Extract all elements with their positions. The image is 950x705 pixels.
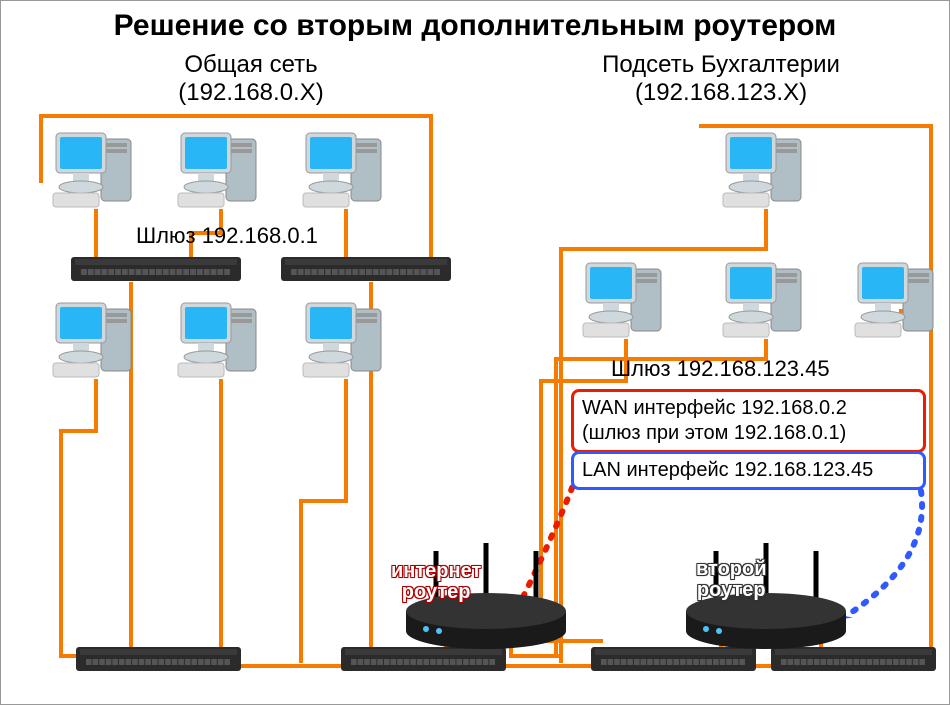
pc-left-3 bbox=[51, 301, 141, 386]
switch-top-0 bbox=[71, 251, 241, 285]
pc-left-2 bbox=[301, 131, 391, 216]
router2-l2: роутер bbox=[697, 579, 766, 601]
right-header-line2: (192.168.123.X) bbox=[635, 79, 807, 106]
router2-l1: второй bbox=[696, 558, 767, 580]
left-header-line2: (192.168.0.X) bbox=[178, 79, 323, 106]
router2-label: второй роутер bbox=[696, 559, 767, 601]
left-network-header: Общая сеть (192.168.0.X) bbox=[71, 51, 431, 106]
wan-info-box: WAN интерфейс 192.168.0.2 (шлюз при этом… bbox=[571, 389, 926, 453]
pc-left-5 bbox=[301, 301, 391, 386]
pc-right-0 bbox=[721, 131, 811, 216]
pc-left-1 bbox=[176, 131, 266, 216]
pc-right-1 bbox=[581, 261, 671, 346]
wan-line2: (шлюз при этом 192.168.0.1) bbox=[582, 421, 915, 446]
router1-l1: интернет bbox=[391, 560, 481, 582]
pc-right-3 bbox=[853, 261, 943, 346]
gateway-right-label: Шлюз 192.168.123.45 bbox=[611, 356, 830, 382]
right-network-header: Подсеть Бухгалтерии (192.168.123.X) bbox=[521, 51, 921, 106]
left-header-line1: Общая сеть bbox=[184, 51, 317, 78]
pc-left-4 bbox=[176, 301, 266, 386]
router1-l2: роутер bbox=[402, 581, 471, 603]
switch-bottom-0 bbox=[76, 641, 241, 675]
pc-left-0 bbox=[51, 131, 141, 216]
lan-info-box: LAN интерфейс 192.168.123.45 bbox=[571, 451, 926, 490]
wan-line1: WAN интерфейс 192.168.0.2 bbox=[582, 396, 915, 421]
diagram-canvas: Решение со вторым дополнительным роутеро… bbox=[0, 0, 950, 705]
router1-label: интернет роутер bbox=[391, 561, 481, 603]
lan-line: LAN интерфейс 192.168.123.45 bbox=[582, 458, 915, 483]
gateway-left-label: Шлюз 192.168.0.1 bbox=[136, 223, 318, 249]
switch-top-1 bbox=[281, 251, 451, 285]
pc-right-2 bbox=[721, 261, 811, 346]
main-title: Решение со вторым дополнительным роутеро… bbox=[1, 1, 949, 45]
right-header-line1: Подсеть Бухгалтерии bbox=[602, 51, 840, 78]
